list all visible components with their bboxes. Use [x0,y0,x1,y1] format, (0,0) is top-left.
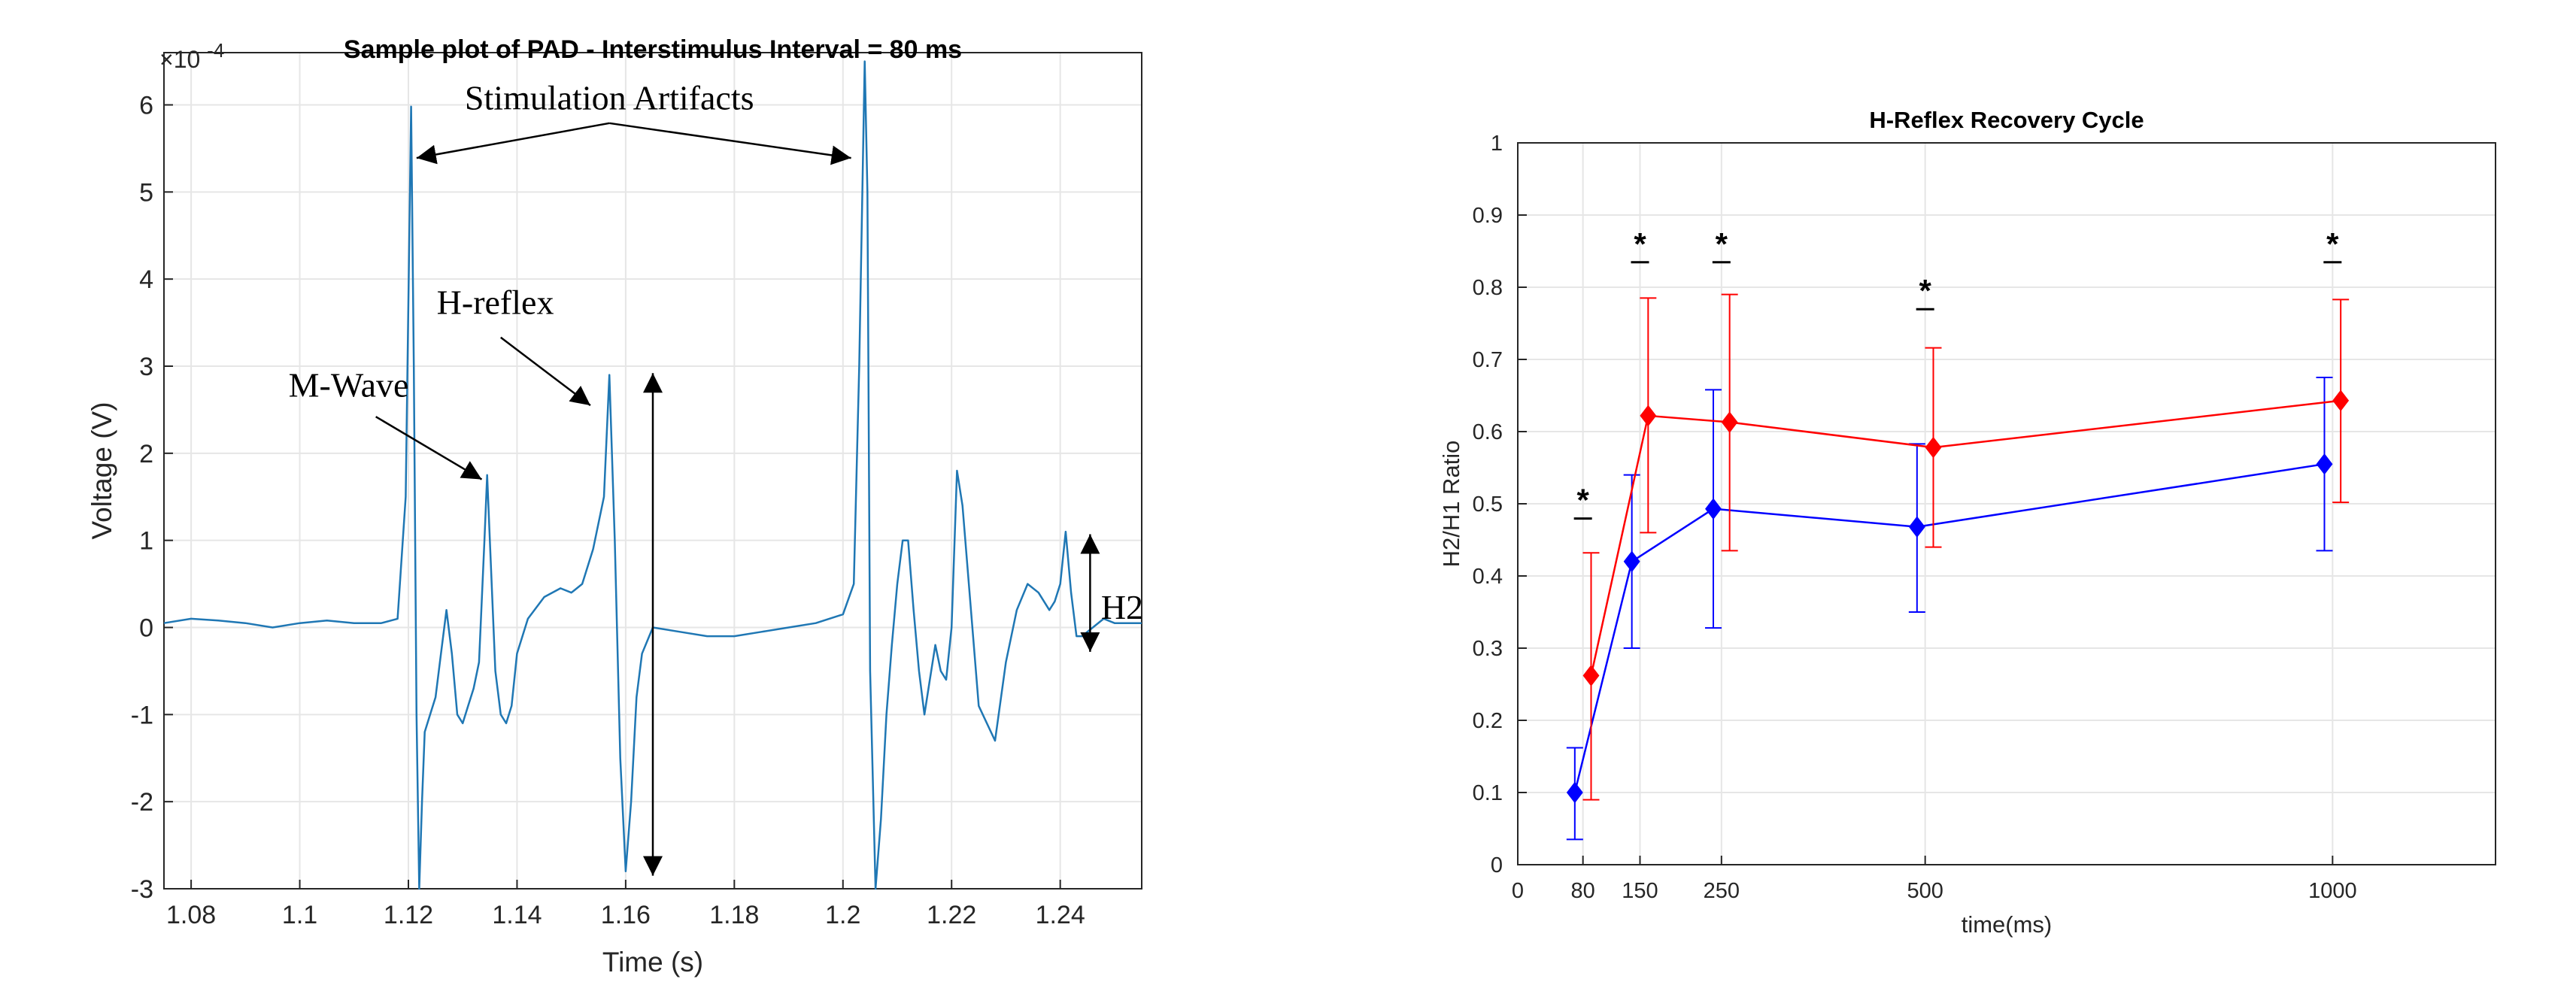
left-y-tick-label: 0 [139,614,153,643]
right-x-tick-label: 0 [1512,879,1524,903]
artifact-arrow-right [609,122,851,165]
left-x-tick-label: 1.14 [492,901,542,929]
red-series [1582,293,2350,801]
right-y-tick-label: 0.4 [1473,565,1503,589]
blue-series [1566,377,2333,841]
right-y-tick-label: 0.6 [1473,420,1503,444]
right-grid [1517,142,2496,865]
right-x-tick-label: 250 [1704,879,1740,903]
right-y-tick-label: 0.8 [1473,276,1503,300]
right-y-tick-label: 0.3 [1473,637,1503,661]
right-y-tick-label: 0.1 [1473,781,1503,805]
data-point-marker [1908,516,1925,538]
right-x-tick-label: 150 [1622,879,1658,903]
data-point-marker [1721,411,1738,433]
left-x-tick-label: 1.2 [825,901,860,929]
left-annotation-h-reflex: H-reflex [437,283,554,322]
left-axis-ticks: 1.08 1.1 1.12 1.14 1.16 1.18 1.2 1.22 1.24 -3 -2 -1… [131,92,1085,930]
significance-asterisk: * [1919,273,1931,308]
left-annotations: Stimulation Artifacts H-reflex M-Wave H2 [289,78,1143,626]
left-x-tick-label: 1.24 [1036,901,1085,929]
left-x-tick-label: 1.12 [384,901,433,929]
right-axis-ticks: 0 80 150 250 500 1000 0 0.1 0.2 0.3 0.4 0.5 0.6 0.7 0.… [1473,132,2357,903]
data-point-marker [2332,389,2350,411]
left-chart-title: Sample plot of PAD - Interstimulus Inter… [344,35,962,64]
significance-asterisk: * [2326,226,2339,262]
left-y-exponent: ×10 -4 [159,39,224,73]
right-chart-title: H-Reflex Recovery Cycle [1869,107,2144,133]
right-y-tick-label: 0.5 [1473,492,1503,517]
artifact-arrow-left [416,122,610,165]
left-annotation-m-wave: M-Wave [289,366,409,405]
data-point-marker [1640,405,1657,427]
m-wave-arrow [375,416,483,480]
data-point-marker [1623,550,1640,573]
right-y-tick-label: 0.2 [1473,709,1503,733]
right-xlabel: time(ms) [1962,911,2053,938]
left-y-tick-label: 2 [139,440,153,468]
left-y-tick-label: 6 [139,92,153,120]
right-y-tick-label: 0.9 [1473,204,1503,228]
significance-asterisk: * [1716,226,1728,262]
right-y-tick-label: 0 [1491,853,1503,877]
significance-markers: * * * * * [1573,226,2342,520]
significance-asterisk: * [1634,226,1646,262]
data-point-marker [1582,665,1600,686]
right-x-tick-label: 80 [1571,879,1595,903]
left-ylabel: Voltage (V) [86,402,117,539]
right-y-tick-label: 0.7 [1473,348,1503,372]
data-point-marker [1925,436,1942,459]
left-x-tick-label: 1.22 [927,901,976,929]
left-x-tick-label: 1.16 [601,901,651,929]
left-y-exponent-base: ×10 [159,46,200,73]
left-annotation-arrows [375,122,1100,876]
right-y-tick-label: 1 [1491,132,1503,156]
left-y-tick-label: -2 [131,788,153,817]
h-reflex-arrow [500,336,591,407]
right-series [1566,293,2350,841]
left-y-exponent-power: -4 [207,39,224,62]
left-plot-frame [163,52,1142,890]
significance-asterisk: * [1576,483,1589,518]
left-y-tick-label: 3 [139,353,153,381]
left-annotation-h2: H2 [1101,588,1143,626]
left-annotation-stimulation-artifacts: Stimulation Artifacts [465,78,754,117]
right-ylabel: H2/H1 Ratio [1438,441,1464,568]
right-x-tick-label: 1000 [2308,879,2357,903]
left-y-tick-label: -1 [131,701,153,729]
left-y-tick-label: 5 [139,178,153,207]
left-x-tick-label: 1.08 [166,901,216,929]
left-y-tick-label: -3 [131,875,153,904]
left-xlabel: Time (s) [602,947,703,977]
left-y-tick-label: 1 [139,527,153,556]
pad-signal-line [163,60,1142,890]
left-series-line [163,60,1142,890]
left-x-tick-label: 1.18 [709,901,759,929]
right-x-tick-label: 500 [1907,879,1943,903]
data-point-marker [1566,781,1583,804]
data-point-marker [2316,453,2333,475]
data-point-marker [1705,498,1722,520]
pad-sample-plot: 1.08 1.1 1.12 1.14 1.16 1.18 1.2 1.22 1.24 -3 -2 -1… [86,35,1143,977]
left-y-tick-label: 4 [139,265,153,294]
h-reflex-recovery-plot: 0 80 150 250 500 1000 0 0.1 0.2 0.3 0.4 0.5 0.6 0.7 0.… [1438,107,2496,938]
left-x-tick-label: 1.1 [282,901,317,929]
